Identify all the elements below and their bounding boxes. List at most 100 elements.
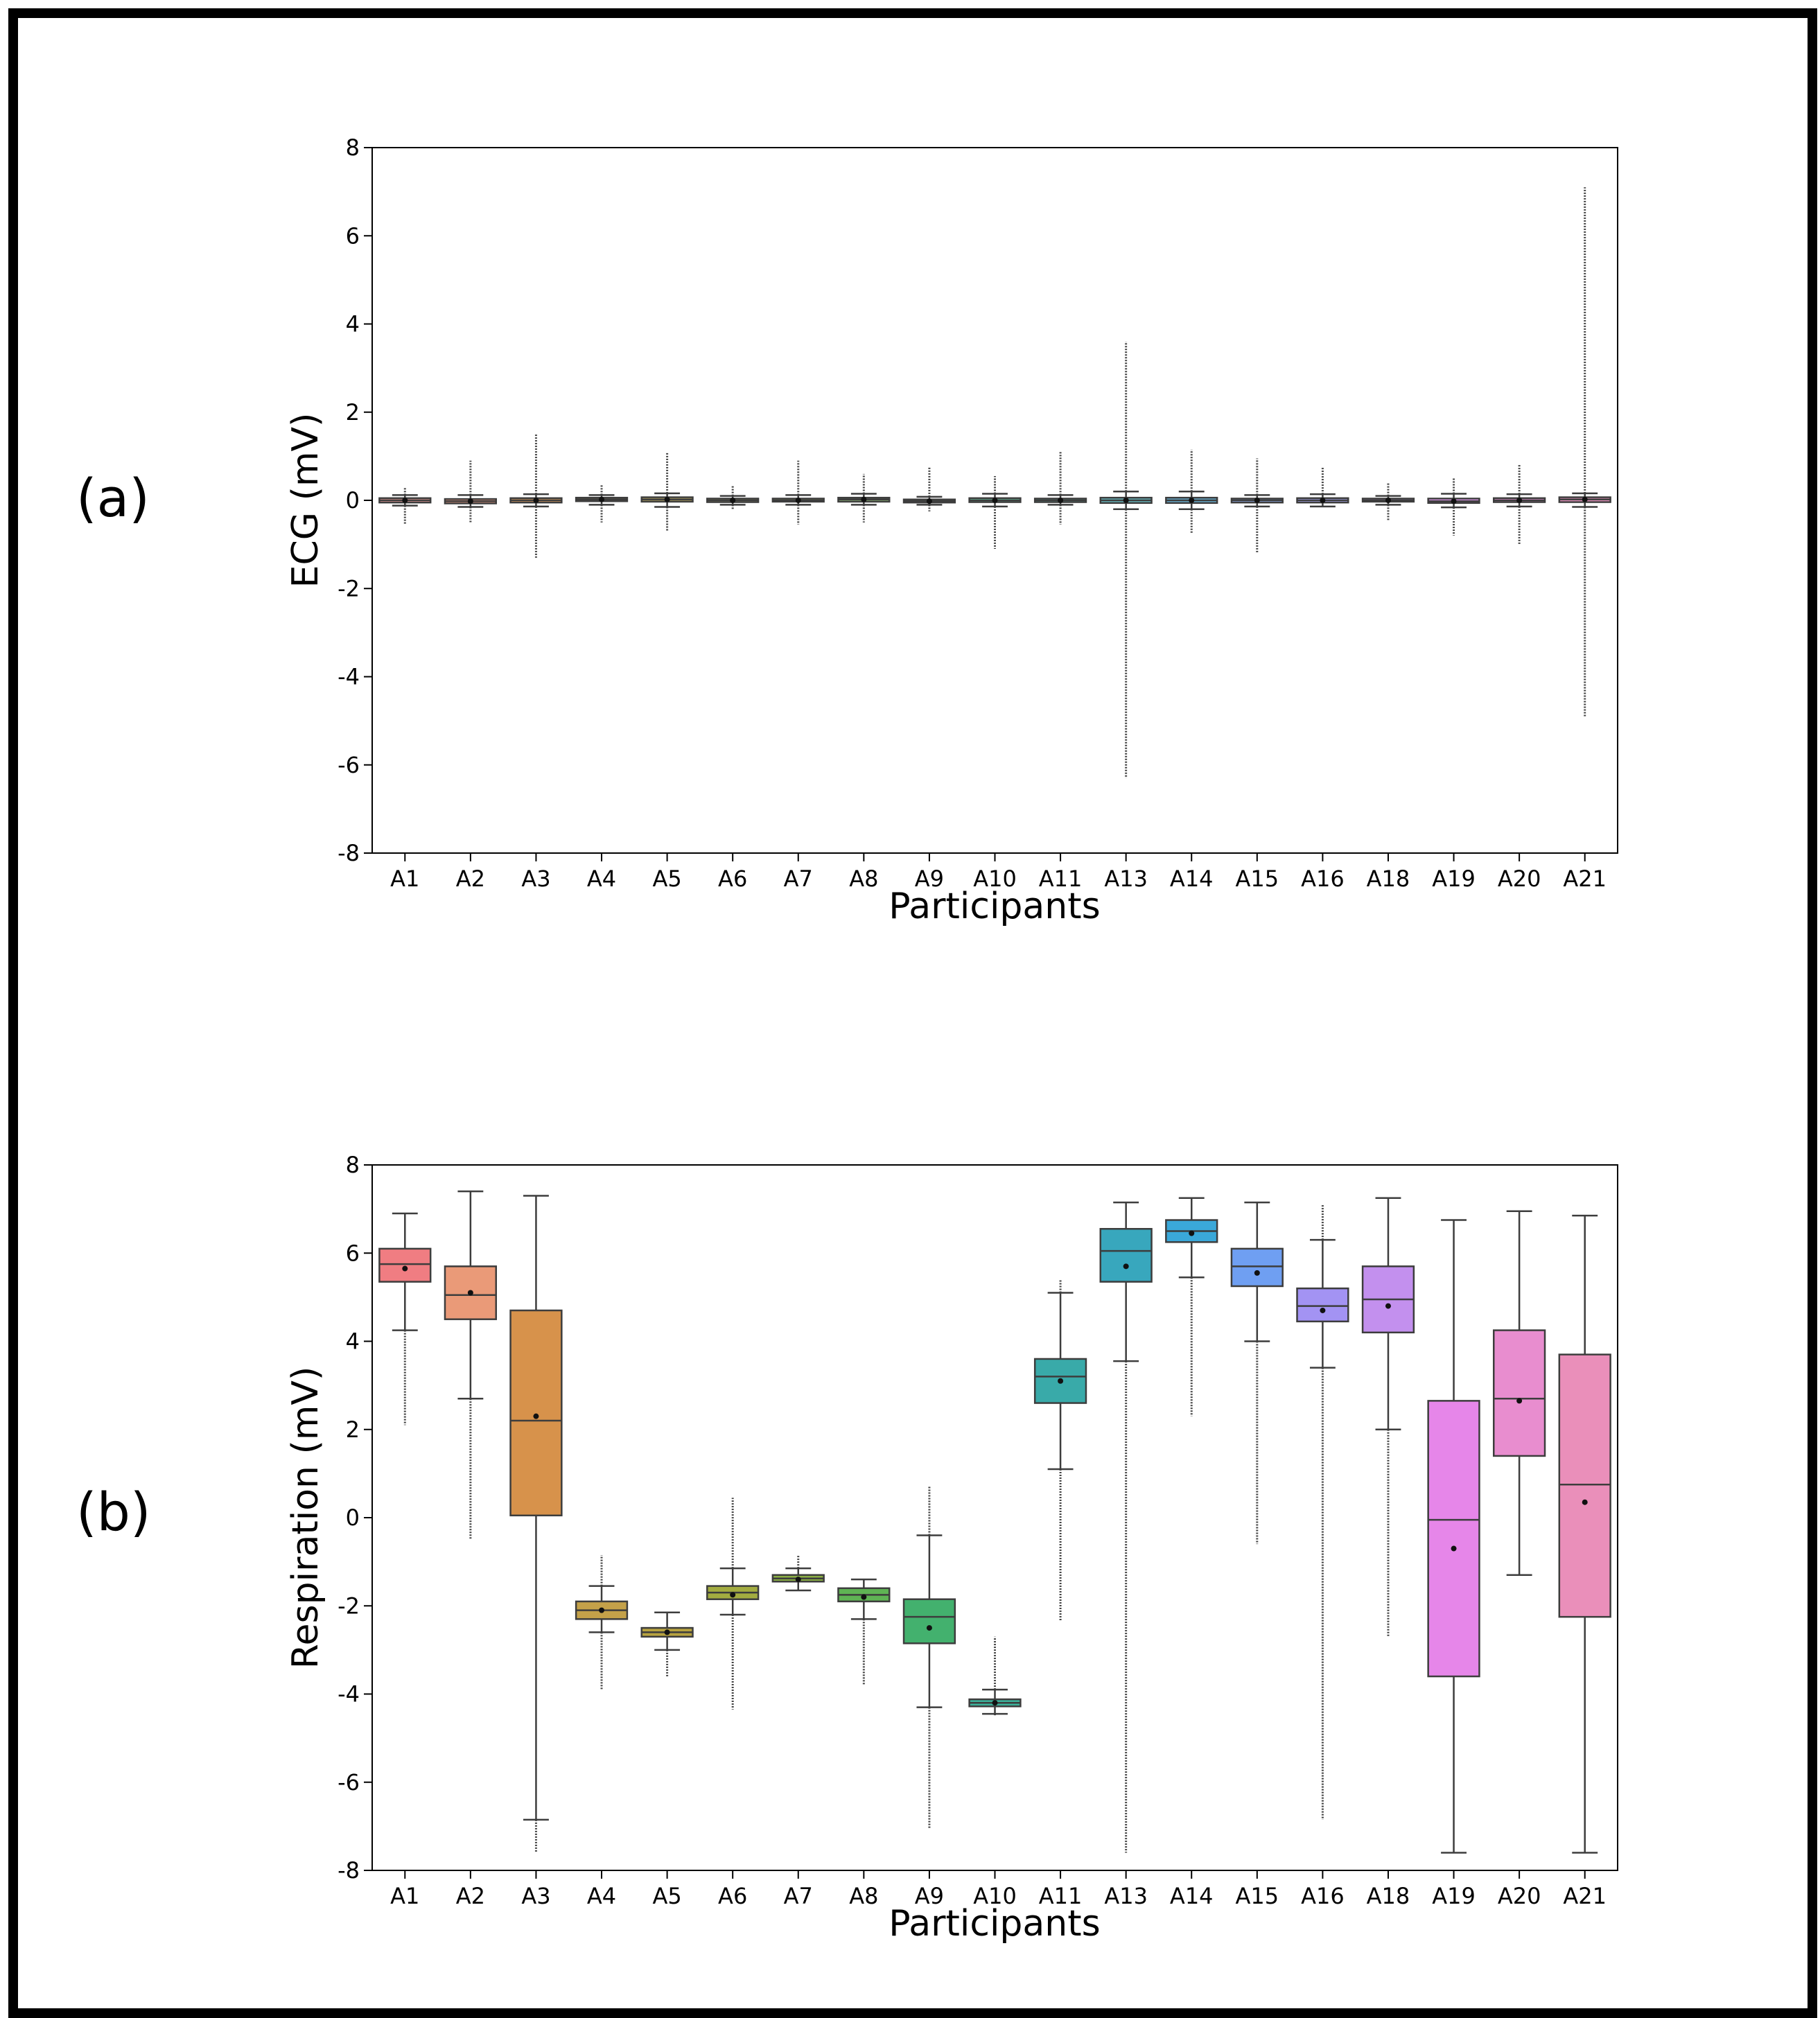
x-tick-label: A10	[973, 866, 1017, 892]
box-A15	[1230, 1201, 1284, 1545]
box-A8	[837, 473, 891, 523]
x-tick-label: A3	[521, 1883, 550, 1909]
mean-marker	[533, 1413, 539, 1419]
mean-marker	[861, 1594, 867, 1600]
x-tick-label: A20	[1498, 1883, 1541, 1909]
mean-marker	[467, 498, 473, 504]
box-A11	[1033, 452, 1087, 525]
respiration-x-axis-title: Participants	[889, 1903, 1100, 1945]
box-A6	[706, 484, 760, 509]
y-tick-label: -6	[338, 752, 360, 778]
y-tick-label: -2	[338, 575, 360, 602]
box-A7	[771, 460, 825, 525]
mean-marker	[1058, 498, 1064, 503]
x-tick-label: A18	[1367, 1883, 1410, 1909]
box-A1	[378, 1212, 432, 1425]
ecg-x-axis-title: Participants	[889, 886, 1100, 927]
box-body	[1099, 1228, 1153, 1283]
y-tick-label: 6	[346, 222, 360, 249]
mean-marker	[402, 498, 408, 503]
mean-marker	[992, 1700, 998, 1706]
box-A19	[1427, 1219, 1480, 1854]
y-tick-label: 4	[346, 311, 360, 337]
box-A13	[1099, 341, 1153, 778]
box-A14	[1165, 449, 1218, 534]
respiration-boxes	[378, 1190, 1611, 1854]
y-tick-label: 6	[346, 1240, 360, 1266]
mean-marker	[730, 1592, 736, 1598]
mean-marker	[1189, 1230, 1195, 1236]
respiration-y-axis: 8 6 4 2 0 -2 -4 -6 -8	[338, 1152, 372, 1884]
box-body	[1558, 1353, 1611, 1618]
mean-marker	[1123, 1263, 1129, 1270]
x-tick-label: A11	[1039, 1883, 1083, 1909]
x-tick-label: A13	[1104, 866, 1148, 892]
mean-marker	[1254, 498, 1260, 503]
x-tick-label: A15	[1236, 1883, 1279, 1909]
box-A1	[378, 486, 432, 525]
mean-marker	[926, 1625, 932, 1631]
mean-marker	[1320, 498, 1326, 503]
x-tick-label: A13	[1104, 1883, 1148, 1909]
box-A6	[706, 1498, 760, 1710]
mean-marker	[402, 1265, 408, 1272]
box-A4	[575, 484, 629, 523]
box-A3	[509, 434, 563, 558]
box-A15	[1230, 458, 1284, 554]
mean-marker	[533, 498, 539, 503]
mean-marker	[1451, 498, 1457, 504]
box-A13	[1099, 1201, 1153, 1853]
mean-marker	[1582, 1499, 1588, 1505]
box-body	[1427, 1400, 1480, 1678]
y-tick-label: -8	[338, 1857, 360, 1884]
box-A18	[1361, 1197, 1415, 1637]
box-A4	[575, 1555, 629, 1690]
x-tick-label: A16	[1301, 866, 1345, 892]
box-A21	[1558, 1214, 1611, 1854]
box-A18	[1361, 482, 1415, 520]
ecg-boxes	[378, 187, 1611, 778]
x-tick-label: A1	[390, 1883, 419, 1909]
box-A8	[837, 1578, 891, 1685]
box-A10	[968, 476, 1022, 549]
y-tick-label: 0	[346, 487, 360, 514]
y-tick-label: 2	[346, 399, 360, 425]
mean-marker	[926, 498, 932, 504]
ecg-y-axis-title: ECG (mV)	[285, 413, 326, 588]
mean-marker	[1320, 1307, 1326, 1313]
respiration-x-axis: A1 A2 A3 A4 A5 A6 A7 A8 A9 A10 A11 A13 A14 A15 A16 A18 A…	[390, 1870, 1607, 1909]
x-tick-label: A1	[390, 866, 419, 892]
y-tick-label: 4	[346, 1328, 360, 1355]
y-tick-label: -8	[338, 840, 360, 866]
x-tick-label: A19	[1432, 1883, 1476, 1909]
box-A20	[1492, 465, 1546, 545]
x-tick-label: A11	[1039, 866, 1083, 892]
mean-marker	[1451, 1545, 1457, 1552]
y-tick-label: 8	[346, 134, 360, 161]
mean-marker	[664, 1629, 670, 1635]
y-tick-label: -2	[338, 1593, 360, 1619]
x-tick-label: A8	[849, 866, 878, 892]
x-tick-label: A4	[587, 1883, 616, 1909]
y-tick-label: -6	[338, 1769, 360, 1796]
mean-marker	[992, 498, 998, 503]
box-A21	[1558, 187, 1611, 717]
y-tick-label: 2	[346, 1416, 360, 1443]
mean-marker	[1123, 498, 1129, 503]
box-body	[1230, 1247, 1284, 1288]
mean-marker	[467, 1290, 473, 1296]
mean-marker	[1385, 498, 1391, 503]
x-tick-label: A6	[718, 1883, 747, 1909]
x-tick-label: A3	[521, 866, 550, 892]
mean-marker	[795, 1577, 801, 1583]
box-A16	[1296, 1204, 1349, 1820]
mean-marker	[1189, 498, 1195, 503]
box-A9	[902, 1486, 956, 1829]
y-tick-label: 8	[346, 1152, 360, 1178]
box-A2	[444, 1190, 498, 1540]
x-tick-label: A2	[456, 866, 485, 892]
x-tick-label: A9	[915, 866, 944, 892]
x-tick-label: A9	[915, 1883, 944, 1909]
